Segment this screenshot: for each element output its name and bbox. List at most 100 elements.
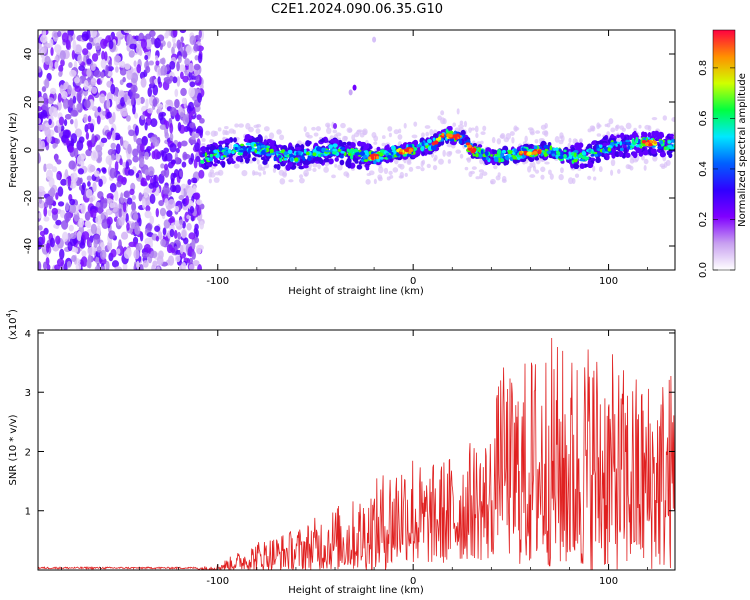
noise-speckle xyxy=(199,220,205,230)
noise-speckle xyxy=(188,110,193,122)
noise-speckle xyxy=(38,212,42,219)
signal-halo-speck xyxy=(342,135,348,142)
signal-halo-speck xyxy=(334,163,338,168)
signal-halo-speck xyxy=(590,128,594,132)
noise-speckle xyxy=(172,76,178,84)
signal-halo-speck xyxy=(527,165,532,173)
noise-speckle xyxy=(97,206,103,215)
noise-speckle xyxy=(86,175,92,181)
noise-speckle xyxy=(188,263,195,270)
y-tick-label: 1 xyxy=(25,507,31,518)
signal-halo-speck xyxy=(608,118,614,125)
noise-speckle xyxy=(177,122,182,132)
noise-speckle xyxy=(46,195,54,205)
noise-speckle xyxy=(169,132,174,142)
noise-speckle xyxy=(83,113,88,123)
spectrogram-panel: -100 0 100 -40 -20 0 20 40 Height of straight … xyxy=(8,29,676,297)
noise-speckle xyxy=(160,163,165,169)
signal-band-speck xyxy=(592,140,597,145)
snr-y-label: SNR (10 * v/v) xyxy=(8,414,19,485)
noise-speckle xyxy=(193,43,199,52)
x-tick-label: 100 xyxy=(599,576,618,587)
signal-band-speck xyxy=(642,150,649,156)
signal-halo-speck xyxy=(393,129,400,135)
signal-halo-speck xyxy=(641,155,645,161)
noise-speckle xyxy=(41,102,49,111)
noise-speckle xyxy=(47,97,54,105)
signal-core-speck xyxy=(590,153,595,157)
noise-speckle xyxy=(84,221,89,227)
noise-speckle xyxy=(142,260,149,268)
signal-core-speck xyxy=(512,155,517,160)
noise-speckle xyxy=(39,230,46,237)
signal-halo-speck xyxy=(447,159,451,164)
signal-halo-speck xyxy=(475,132,479,139)
signal-halo-speck xyxy=(346,127,353,134)
noise-speckle xyxy=(165,120,170,130)
noise-speckle xyxy=(68,160,76,170)
signal-halo-speck xyxy=(232,129,236,135)
signal-core-speck xyxy=(420,146,424,152)
signal-halo-speck xyxy=(403,122,407,129)
noise-speckle xyxy=(186,258,190,264)
signal-core-speck xyxy=(200,159,205,164)
noise-speckle xyxy=(147,112,151,119)
noise-speckle xyxy=(77,54,83,64)
noise-speckle xyxy=(158,173,165,184)
noise-speckle xyxy=(43,163,47,173)
signal-halo-speck xyxy=(571,177,576,184)
noise-speckle xyxy=(146,222,153,231)
signal-core-speck xyxy=(363,159,369,162)
signal-halo-speck xyxy=(279,134,285,141)
noise-speckle xyxy=(108,59,112,68)
signal-halo-speck xyxy=(389,175,394,179)
noise-speckle xyxy=(57,93,62,103)
signal-core-speck xyxy=(348,148,354,154)
signal-halo-speck xyxy=(298,177,305,184)
noise-speckle xyxy=(162,227,167,236)
noise-speckle xyxy=(197,264,202,270)
snr-x-ticks: -100 0 100 xyxy=(61,330,648,587)
noise-speckle xyxy=(193,63,201,71)
signal-core-speck xyxy=(269,148,274,153)
signal-core-speck xyxy=(659,140,664,145)
noise-speckle xyxy=(169,142,177,153)
noise-speckle xyxy=(85,149,93,157)
signal-core-speck xyxy=(261,149,266,155)
noise-speckle xyxy=(63,98,68,110)
noise-speckle xyxy=(48,118,52,126)
noise-speckle xyxy=(183,237,189,245)
signal-band-speck xyxy=(330,138,335,145)
signal-halo-speck xyxy=(524,135,528,143)
noise-speckle xyxy=(107,71,113,77)
noise-speckle xyxy=(126,197,133,205)
signal-halo-speck xyxy=(621,127,626,132)
noise-speckle xyxy=(135,43,142,55)
signal-halo-speck xyxy=(255,128,261,134)
noise-speckle xyxy=(66,261,72,268)
noise-speckle xyxy=(193,158,198,169)
noise-speckle xyxy=(186,222,192,231)
signal-core-speck xyxy=(627,145,631,150)
noise-speckle xyxy=(141,252,149,259)
noise-speckle xyxy=(148,82,156,89)
noise-speckle xyxy=(140,181,148,187)
noise-speckle xyxy=(44,78,50,89)
noise-speckle-region xyxy=(38,30,205,270)
noise-speckle xyxy=(118,239,122,251)
noise-speckle xyxy=(119,136,124,147)
signal-halo-speck xyxy=(529,174,536,179)
signal-core-speck xyxy=(642,137,647,141)
noise-speckle xyxy=(81,231,90,240)
noise-speckle xyxy=(133,249,140,260)
signal-core-speck xyxy=(597,148,601,152)
noise-speckle xyxy=(60,178,68,186)
signal-band-speck xyxy=(574,142,581,149)
signal-core-speck xyxy=(260,145,266,148)
signal-halo-speck xyxy=(577,167,582,171)
signal-halo-speck xyxy=(514,126,520,131)
signal-halo-speck xyxy=(478,169,485,173)
noise-speckle xyxy=(106,216,113,226)
signal-halo-speck xyxy=(388,170,393,175)
noise-speckle xyxy=(110,153,116,161)
